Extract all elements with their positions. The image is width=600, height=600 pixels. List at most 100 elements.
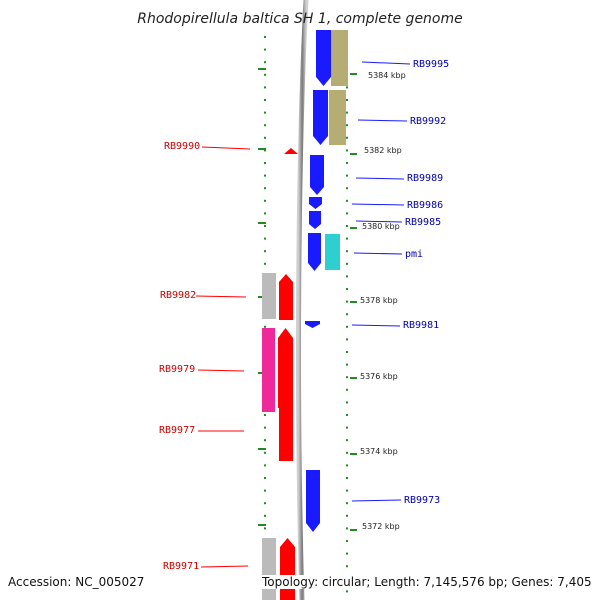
tick-dot [346,300,348,303]
reverse-gene-arrow [280,538,295,600]
cog-box [329,90,346,145]
reverse-gene-arrow [284,148,298,154]
tick-dot [346,325,348,328]
major-tick [350,529,357,531]
cog-box [325,234,340,270]
tick-dot [346,489,348,492]
tick-dot [264,187,266,190]
coord-label: 5374 kbp [360,447,398,456]
label-leader-lines [195,61,411,568]
cog-box [262,328,275,412]
forward-gene-arrow [310,155,324,195]
tick-dot [346,464,348,467]
tick-dot [346,514,348,517]
tick-dot [264,502,266,505]
tick-dot [346,527,348,530]
tick-dot [346,388,348,391]
tick-dot [264,426,266,429]
reverse-gene-arrow [278,328,293,408]
tick-dot [264,414,266,416]
leader-line [351,203,405,206]
tick-dot [346,99,348,101]
leader-line [351,499,402,502]
tick-dot [346,414,348,416]
gene-label-rb9981[interactable]: RB9981 [403,320,439,331]
tick-dot [346,149,348,152]
tick-dot [264,477,266,479]
cog-box [262,273,276,319]
gene-label-rb9977[interactable]: RB9977 [159,425,195,436]
major-tick [350,153,357,155]
tick-dot [346,477,348,479]
tick-dot [346,174,348,177]
tick-dot [346,275,348,278]
accession-text: Accession: NC_005027 [8,575,145,589]
gene-label-rb9990[interactable]: RB9990 [164,141,200,152]
tick-dot [264,212,266,215]
gene-label-rb9985[interactable]: RB9985 [405,217,441,228]
tick-dot [346,187,348,190]
reverse-gene-arrow [279,405,293,461]
gene-label-rb9971[interactable]: RB9971 [163,561,199,572]
gene-label-rb9982[interactable]: RB9982 [160,290,196,301]
tick-dot [264,99,266,101]
major-tick [350,377,357,379]
cog-box [331,30,348,86]
tick-dot [346,136,348,139]
coord-label: 5378 kbp [360,296,398,305]
major-tick [350,301,357,303]
tick-dot [264,162,266,164]
gene-label-rb9992[interactable]: RB9992 [410,116,446,127]
major-tick [350,227,357,229]
gene-label-pmi[interactable]: pmi [405,249,423,260]
tick-dot [346,540,348,542]
tick-dot [264,464,266,467]
tick-dot [264,73,266,76]
major-tick [258,524,266,526]
tick-dot [346,565,348,568]
tick-dot [264,262,266,265]
cog-box [262,538,276,600]
tick-dot [346,250,348,253]
tick-dot [264,124,266,127]
forward-gene-labels: RB9995 RB9992 RB9989 RB9986 RB9985 pmi R… [403,59,449,506]
tick-dot [264,136,266,139]
tick-dot [264,61,266,64]
leader-line [201,146,251,150]
reverse-gene-arrow [279,274,293,320]
gene-label-rb9995[interactable]: RB9995 [413,59,449,70]
tick-dot [346,439,348,442]
coord-label: 5382 kbp [364,146,402,155]
genome-backbone [296,0,309,600]
gene-label-rb9989[interactable]: RB9989 [407,173,443,184]
leader-line [351,324,401,327]
tick-dot [264,489,266,492]
gene-label-rb9979[interactable]: RB9979 [159,364,195,375]
reverse-gene-labels: RB9990 RB9982 RB9979 RB9977 RB9971 [159,141,200,572]
gene-label-rb9973[interactable]: RB9973 [404,495,440,506]
leader-line [355,177,405,180]
tick-dot [264,237,266,240]
tick-dot [346,552,348,555]
forward-gene-arrow [309,197,322,209]
gene-track [278,30,331,600]
major-tick [258,222,266,224]
tick-dot [346,124,348,127]
coord-label: 5380 kbp [362,222,400,231]
major-tick [258,148,266,150]
tick-dot [264,36,266,38]
tick-dot [264,439,266,442]
tick-dot [346,162,348,164]
forward-gene-arrow [305,321,320,328]
genome-stats-text: Topology: circular; Length: 7,145,576 bp… [262,575,592,589]
tick-dot [264,86,266,89]
tick-dot [346,426,348,429]
tick-dot [346,376,348,379]
tick-dot [346,338,348,341]
leader-line [357,119,408,122]
gene-label-rb9986[interactable]: RB9986 [407,200,443,211]
leader-line [195,295,247,298]
tick-dot [346,502,348,505]
forward-gene-arrow [306,470,320,532]
